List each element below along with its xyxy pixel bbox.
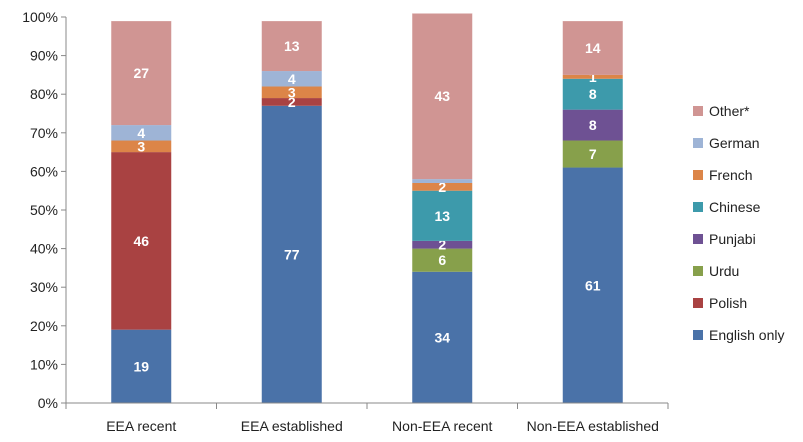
data-label: 1 bbox=[589, 69, 597, 85]
x-tick-label: Non-EEA recent bbox=[392, 418, 492, 434]
bar-segment bbox=[111, 20, 172, 126]
bar-segment bbox=[412, 179, 473, 183]
x-axis: EEA recent EEA established Non-EEA recent N… bbox=[65, 402, 669, 434]
bar-segment bbox=[111, 125, 172, 141]
legend-swatch bbox=[693, 234, 703, 244]
bar-segment bbox=[562, 109, 623, 141]
data-label: 8 bbox=[589, 86, 597, 102]
data-label: 2 bbox=[438, 179, 446, 195]
legend-label: Chinese bbox=[709, 199, 761, 215]
x-tick-label: EEA recent bbox=[106, 418, 176, 434]
legend-label: Other* bbox=[709, 103, 750, 119]
bar-segment bbox=[261, 105, 322, 403]
bar-segment bbox=[412, 190, 473, 241]
legend: Other* German French Chinese Punjabi Urdu Poli… bbox=[693, 103, 785, 343]
bar-segment bbox=[412, 240, 473, 249]
legend-swatch bbox=[693, 170, 703, 180]
bar-segment bbox=[412, 248, 473, 272]
y-tick-label: 20% bbox=[30, 318, 58, 334]
data-label: 14 bbox=[585, 40, 601, 56]
data-label: 6 bbox=[438, 252, 446, 268]
y-tick-label: 90% bbox=[30, 48, 58, 64]
legend-swatch bbox=[693, 138, 703, 148]
legend-swatch bbox=[693, 330, 703, 340]
y-axis: 0% 10% 20% 30% 40% 50% 60% 70% 80% 90% 100% bbox=[22, 9, 67, 411]
data-label: 77 bbox=[284, 246, 300, 262]
data-label: 4 bbox=[137, 125, 145, 141]
bar-segment bbox=[562, 74, 623, 79]
legend-label: Punjabi bbox=[709, 231, 756, 247]
legend-label: Polish bbox=[709, 295, 747, 311]
y-tick-label: 70% bbox=[30, 125, 58, 141]
legend-swatch bbox=[693, 202, 703, 212]
data-label: 19 bbox=[133, 358, 149, 374]
data-label: 3 bbox=[137, 138, 145, 154]
y-tick-label: 40% bbox=[30, 241, 58, 257]
data-label: 4 bbox=[288, 71, 296, 87]
bar-segment bbox=[111, 152, 172, 330]
bar-segment bbox=[562, 140, 623, 168]
bar-segment bbox=[412, 13, 473, 180]
x-tick-label: EEA established bbox=[241, 418, 343, 434]
y-tick-label: 30% bbox=[30, 279, 58, 295]
data-label: 7 bbox=[589, 146, 597, 162]
legend-swatch bbox=[693, 106, 703, 116]
data-label: 61 bbox=[585, 277, 601, 293]
legend-swatch bbox=[693, 266, 703, 276]
data-label: 46 bbox=[133, 233, 149, 249]
data-label: 34 bbox=[434, 329, 450, 345]
y-tick-label: 60% bbox=[30, 163, 58, 179]
bar-segment bbox=[261, 86, 322, 99]
data-label: 27 bbox=[133, 65, 149, 81]
data-label: 13 bbox=[434, 208, 450, 224]
data-label: 13 bbox=[284, 38, 300, 54]
bar-segment bbox=[562, 167, 623, 403]
y-tick-label: 100% bbox=[22, 9, 58, 25]
bar-segment bbox=[562, 78, 623, 110]
data-label: 2 bbox=[438, 237, 446, 253]
y-tick-label: 80% bbox=[30, 86, 58, 102]
data-label: 8 bbox=[589, 117, 597, 133]
data-label: 43 bbox=[434, 88, 450, 104]
y-tick-label: 50% bbox=[30, 202, 58, 218]
bar-segment bbox=[261, 98, 322, 106]
bar-segment bbox=[412, 271, 473, 403]
y-tick-label: 10% bbox=[30, 356, 58, 372]
y-tick-label: 0% bbox=[38, 395, 58, 411]
bar-segment bbox=[261, 20, 322, 72]
bar-segment bbox=[111, 140, 172, 153]
legend-label: Urdu bbox=[709, 263, 739, 279]
legend-label: French bbox=[709, 167, 753, 183]
legend-swatch bbox=[693, 298, 703, 308]
bar-segment bbox=[111, 329, 172, 403]
bar-segment bbox=[562, 20, 623, 75]
data-label: 3 bbox=[288, 84, 296, 100]
bar-segment bbox=[412, 182, 473, 191]
bar-segment bbox=[261, 71, 322, 87]
legend-label: English only bbox=[709, 327, 785, 343]
legend-label: German bbox=[709, 135, 760, 151]
data-label: 2 bbox=[288, 94, 296, 110]
x-tick-label: Non-EEA established bbox=[527, 418, 659, 434]
